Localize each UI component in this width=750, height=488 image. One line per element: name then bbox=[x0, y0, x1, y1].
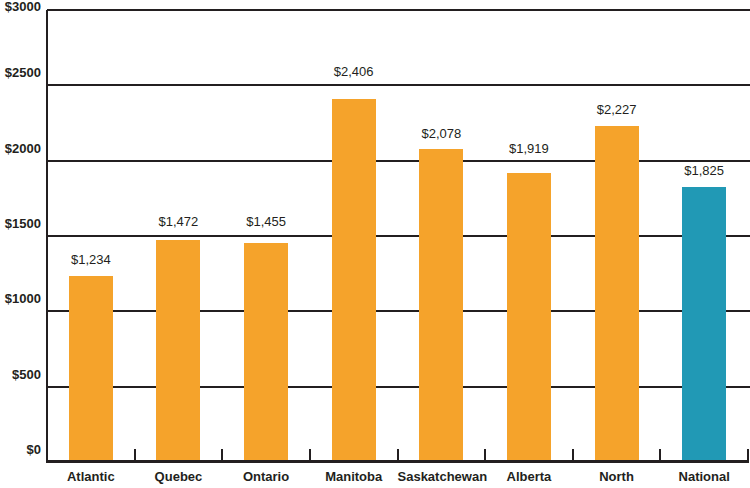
bar-chart: $0 $500 $1000 $1500 $2000 $2500 $3000 $1,234 Atl… bbox=[0, 0, 750, 488]
plot-top-border bbox=[47, 9, 750, 11]
x-axis-label-quebec: Quebec bbox=[135, 469, 223, 485]
y-axis-label-0: $0 bbox=[0, 443, 41, 456]
y-axis-label-2500: $2500 bbox=[0, 66, 41, 79]
gridline-1500 bbox=[47, 235, 750, 237]
bar-quebec bbox=[156, 240, 200, 461]
bar-value-national: $1,825 bbox=[659, 164, 749, 177]
bar-national bbox=[682, 187, 726, 461]
bar-alberta bbox=[507, 173, 551, 461]
x-axis-label-north: North bbox=[573, 469, 661, 485]
gridline-2500 bbox=[47, 84, 750, 86]
x-axis-line bbox=[46, 460, 749, 463]
bar-value-ontario: $1,455 bbox=[221, 215, 311, 228]
y-axis-line bbox=[46, 10, 48, 462]
bar-value-atlantic: $1,234 bbox=[46, 253, 136, 266]
x-axis-tick-6 bbox=[572, 449, 574, 460]
bar-value-manitoba: $2,406 bbox=[309, 65, 399, 78]
x-axis-label-saskatchewan: Saskatchewan bbox=[398, 469, 486, 485]
bar-north bbox=[595, 126, 639, 461]
bar-manitoba bbox=[332, 99, 376, 461]
bar-ontario bbox=[244, 243, 288, 461]
bar-value-north: $2,227 bbox=[572, 103, 662, 116]
x-axis-tick-5 bbox=[484, 449, 486, 460]
y-axis-label-1500: $1500 bbox=[0, 217, 41, 230]
bar-value-saskatchewan: $2,078 bbox=[396, 127, 486, 140]
bar-value-quebec: $1,472 bbox=[133, 215, 223, 228]
x-axis-label-alberta: Alberta bbox=[485, 469, 573, 485]
x-axis-label-atlantic: Atlantic bbox=[47, 469, 135, 485]
gridline-2000 bbox=[47, 160, 750, 162]
y-axis-label-2000: $2000 bbox=[0, 142, 41, 155]
y-axis-label-1000: $1000 bbox=[0, 292, 41, 305]
x-axis-label-national: National bbox=[660, 469, 748, 485]
x-axis-label-ontario: Ontario bbox=[222, 469, 310, 485]
x-axis-tick-4 bbox=[397, 449, 399, 460]
x-axis-label-manitoba: Manitoba bbox=[310, 469, 398, 485]
x-axis-tick-2 bbox=[221, 449, 223, 460]
y-axis-label-500: $500 bbox=[0, 368, 41, 381]
gridline-500 bbox=[47, 386, 750, 388]
gridline-1000 bbox=[47, 310, 750, 312]
x-axis-tick-7 bbox=[659, 449, 661, 460]
y-axis-label-3000: $3000 bbox=[0, 0, 41, 13]
bar-value-alberta: $1,919 bbox=[484, 142, 574, 155]
bar-atlantic bbox=[69, 276, 113, 461]
x-axis-tick-3 bbox=[309, 449, 311, 460]
x-axis-tick-1 bbox=[134, 449, 136, 460]
x-axis-tick-8 bbox=[747, 449, 749, 460]
bar-saskatchewan bbox=[419, 149, 463, 461]
